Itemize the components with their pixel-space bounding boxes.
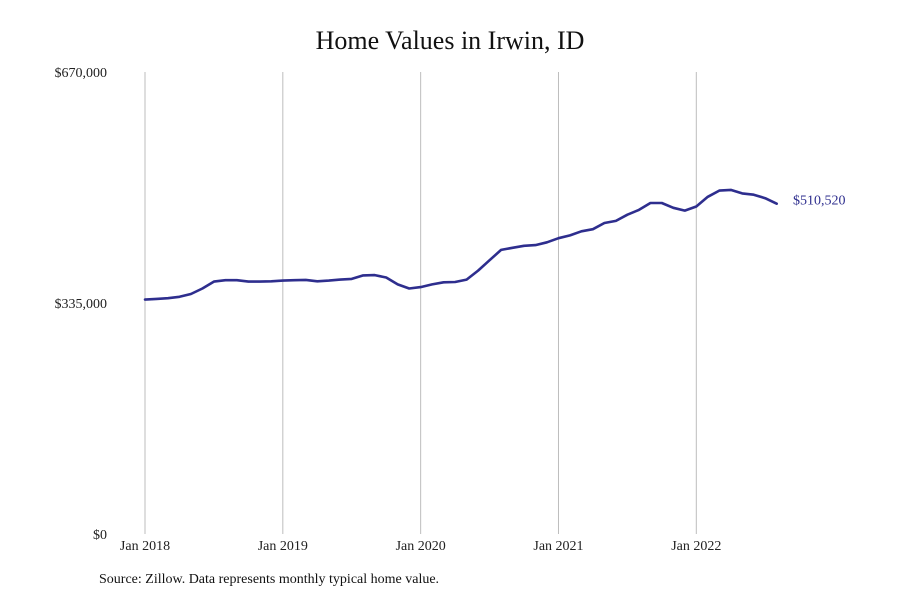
source-note: Source: Zillow. Data represents monthly … xyxy=(99,572,440,587)
x-tick-label: Jan 2022 xyxy=(671,539,721,554)
y-tick-label: $670,000 xyxy=(55,66,108,81)
end-value-label: $510,520 xyxy=(793,194,846,209)
x-tick-label: Jan 2018 xyxy=(120,539,170,554)
x-tick-label: Jan 2021 xyxy=(533,539,583,554)
series-line xyxy=(143,188,778,301)
chart-title: Home Values in Irwin, ID xyxy=(315,26,585,55)
y-tick-label: $0 xyxy=(93,528,107,543)
y-tick-label: $335,000 xyxy=(55,297,108,312)
x-tick-label: Jan 2019 xyxy=(258,539,308,554)
x-tick-label: Jan 2020 xyxy=(396,539,446,554)
